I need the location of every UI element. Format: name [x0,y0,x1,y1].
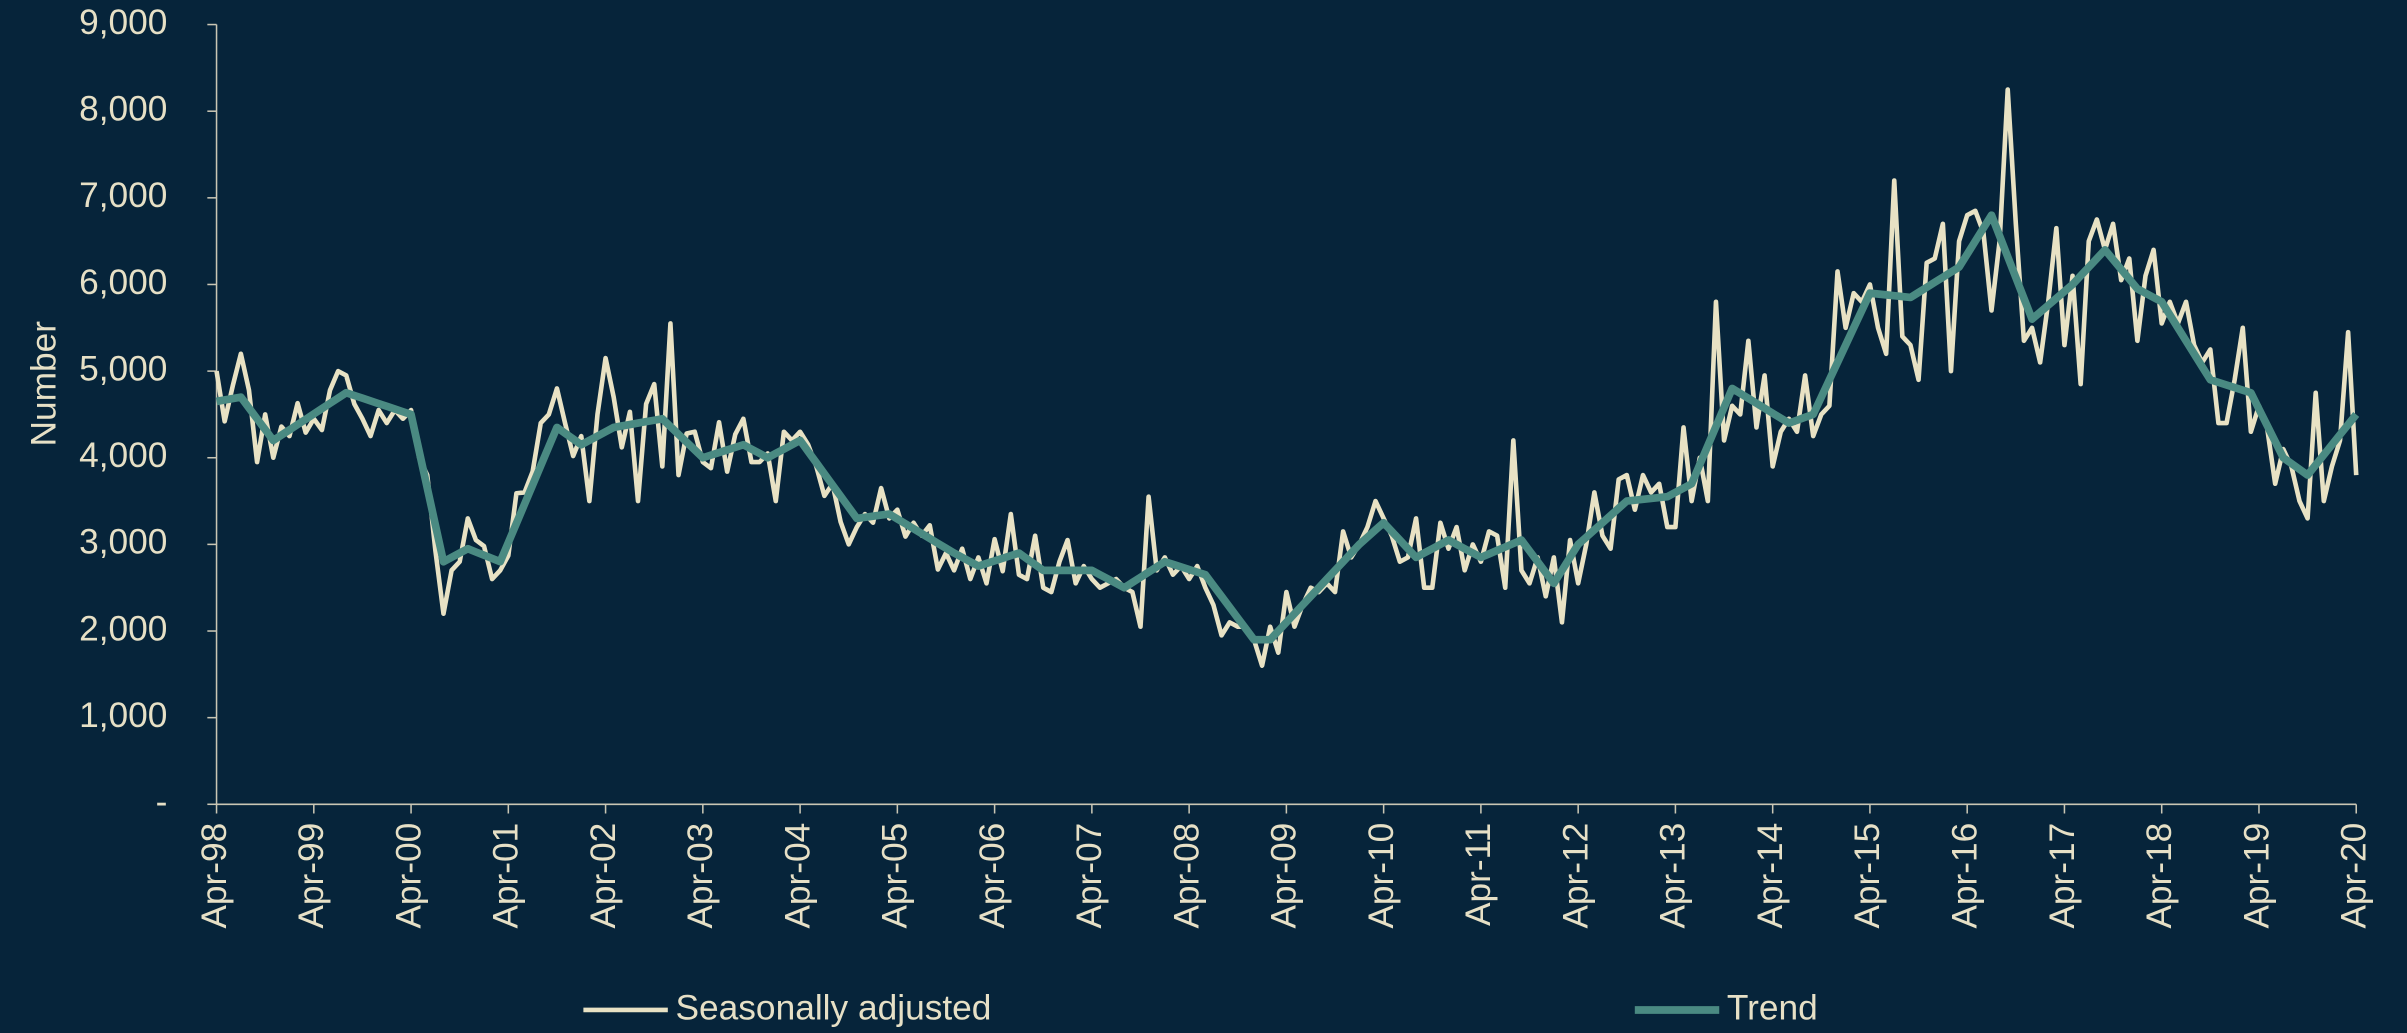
x-tick-label: Apr-17 [2043,823,2082,929]
x-tick-label: Apr-14 [1751,823,1790,929]
y-tick-label: - [156,783,168,822]
x-tick-label: Apr-13 [1654,823,1693,929]
x-tick-label: Apr-01 [487,823,526,929]
x-tick-label: Apr-15 [1848,823,1887,929]
x-tick-label: Apr-06 [973,823,1012,929]
x-tick-label: Apr-08 [1167,823,1206,929]
y-tick-label: 7,000 [79,176,167,215]
y-tick-label: 3,000 [79,523,167,562]
y-tick-label: 9,000 [79,3,167,42]
legend-label: Trend [1727,988,1818,1027]
legend-label: Seasonally adjusted [675,988,991,1027]
x-tick-label: Apr-00 [389,823,428,929]
x-tick-label: Apr-16 [1946,823,1985,929]
x-tick-label: Apr-99 [292,823,331,929]
y-tick-label: 8,000 [79,90,167,129]
y-tick-label: 5,000 [79,349,167,388]
x-tick-label: Apr-04 [778,823,817,929]
x-tick-label: Apr-12 [1556,823,1595,929]
x-tick-label: Apr-09 [1265,823,1304,929]
x-tick-label: Apr-02 [584,823,623,929]
x-tick-label: Apr-03 [681,823,720,929]
y-tick-label: 6,000 [79,263,167,302]
x-tick-label: Apr-11 [1459,823,1498,926]
x-tick-label: Apr-19 [2237,823,2276,929]
x-tick-label: Apr-20 [2335,823,2374,929]
series-line [215,211,2360,644]
x-tick-label: Apr-05 [876,823,915,929]
x-tick-label: Apr-10 [1362,823,1401,929]
y-axis-label: Number [24,321,63,447]
y-tick-label: 1,000 [79,696,167,735]
y-tick-label: 4,000 [79,436,167,475]
y-tick-label: 2,000 [79,609,167,648]
x-tick-label: Apr-07 [1070,823,1109,929]
x-tick-label: Apr-18 [2140,823,2179,929]
x-tick-label: Apr-98 [195,823,234,929]
